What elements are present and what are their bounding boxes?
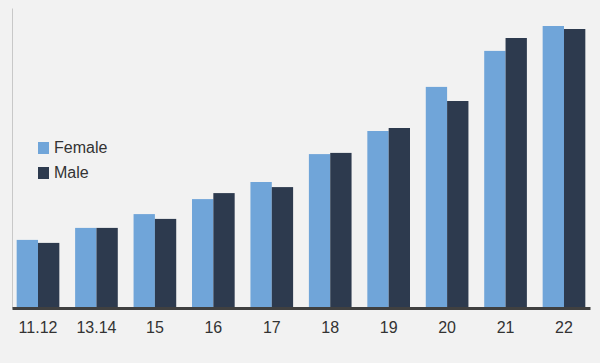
- bar: [564, 29, 585, 308]
- x-tick: 20: [438, 308, 456, 336]
- legend-label: Male: [54, 164, 89, 181]
- bar: [155, 219, 176, 308]
- y-axis-line: [12, 9, 13, 309]
- bar: [250, 182, 271, 308]
- chart: 11.12 13.14 15 16 17 18 19 20 21 22 Female Male: [0, 0, 600, 363]
- legend-label: Female: [54, 139, 107, 156]
- x-axis: 11.12 13.14 15 16 17 18 19 20 21 22: [13, 308, 591, 336]
- bar: [543, 26, 564, 308]
- legend-swatch: [38, 142, 49, 154]
- y-axis: [12, 9, 13, 309]
- x-tick-label: 22: [555, 319, 573, 336]
- bar: [192, 199, 213, 308]
- bar: [17, 240, 38, 308]
- x-tick-label: 11.12: [19, 319, 58, 336]
- legend-item: Male: [38, 164, 89, 181]
- x-tick: 18: [321, 308, 339, 336]
- bar: [330, 153, 351, 308]
- bar: [447, 101, 468, 308]
- x-tick: 11.12: [19, 308, 58, 336]
- plot: 11.12 13.14 15 16 17 18 19 20 21 22: [13, 9, 591, 337]
- x-axis-line: [13, 307, 591, 310]
- legend-item: Female: [38, 139, 107, 156]
- legend: Female Male: [38, 139, 107, 181]
- x-tick-label: 15: [146, 319, 164, 336]
- legend-swatch: [38, 167, 49, 179]
- x-tick: 13.14: [76, 308, 116, 336]
- x-tick-label: 21: [497, 319, 515, 336]
- bar: [96, 228, 117, 308]
- x-tick-label: 19: [380, 319, 398, 336]
- x-tick-label: 16: [204, 319, 222, 336]
- bar: [426, 87, 447, 308]
- x-tick-label: 17: [263, 319, 281, 336]
- bar: [38, 243, 59, 308]
- x-tick: 21: [497, 308, 515, 336]
- bar: [389, 128, 410, 308]
- bar: [75, 228, 96, 308]
- bars: [17, 26, 586, 308]
- bar: [134, 214, 155, 308]
- bar: [484, 51, 505, 308]
- x-tick-label: 20: [438, 319, 456, 336]
- bar: [367, 131, 388, 308]
- bar: [213, 193, 234, 308]
- x-tick-label: 13.14: [76, 319, 116, 336]
- x-tick: 22: [555, 308, 573, 336]
- x-tick: 16: [204, 308, 222, 336]
- background: [0, 0, 600, 363]
- x-tick: 15: [146, 308, 164, 336]
- bar: [506, 38, 527, 308]
- x-tick: 19: [380, 308, 398, 336]
- x-tick-label: 18: [321, 319, 339, 336]
- x-tick: 17: [263, 308, 281, 336]
- bar: [272, 187, 293, 308]
- bar: [309, 154, 330, 308]
